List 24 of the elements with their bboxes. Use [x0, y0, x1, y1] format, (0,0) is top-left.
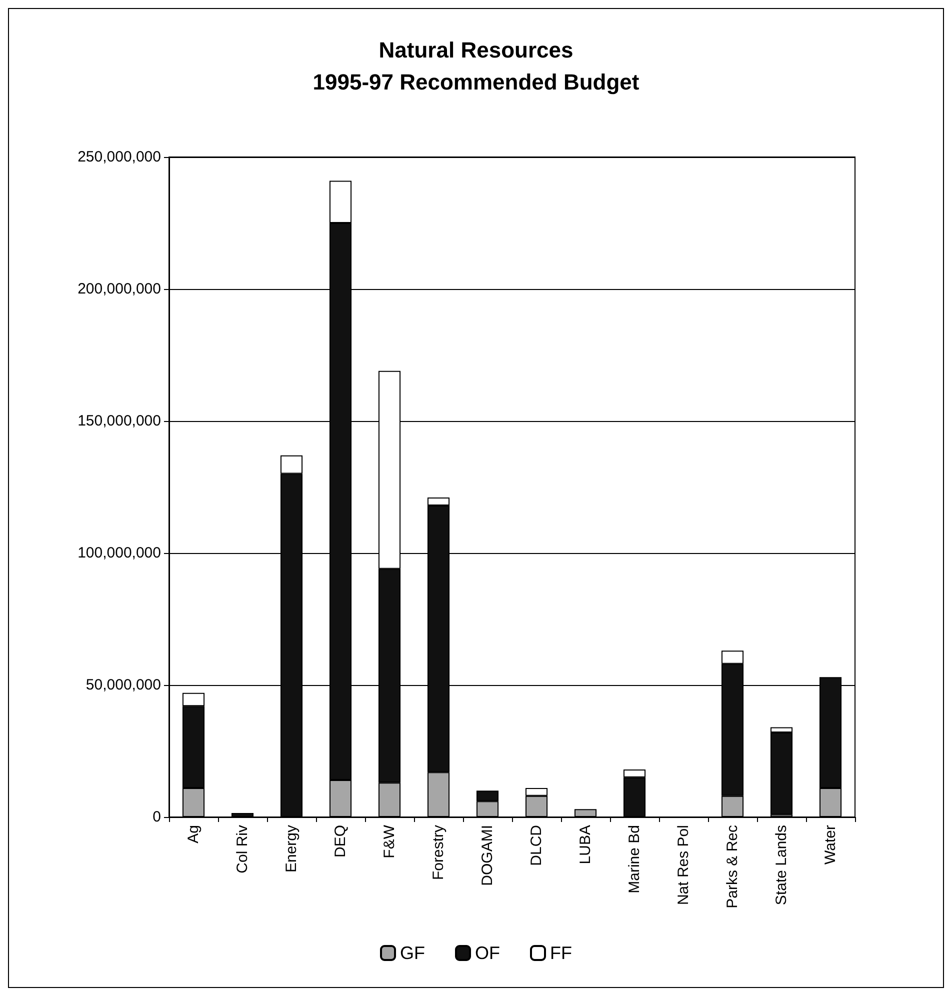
- x-tick-label: State Lands: [773, 825, 790, 906]
- legend-label: FF: [550, 943, 572, 963]
- x-tick-label: Water: [822, 825, 839, 864]
- x-tick-label: Col Riv: [234, 824, 251, 874]
- legend-label: GF: [400, 943, 426, 963]
- y-tick-label: 0: [152, 808, 161, 826]
- x-tick-label: Parks & Rec: [724, 824, 741, 908]
- x-tick-label: Ag: [185, 825, 202, 844]
- x-tick-label: DLCD: [528, 824, 545, 866]
- x-tick-label: DEQ: [332, 825, 349, 858]
- x-tick-label: Forestry: [430, 824, 447, 880]
- x-tick-label: Marine Bd: [626, 825, 643, 894]
- x-tick-label: DOGAMI: [479, 825, 496, 886]
- x-tick-label: F&W: [381, 824, 398, 858]
- y-tick-label: 250,000,000: [78, 148, 161, 166]
- legend-label: OF: [475, 943, 500, 963]
- y-tick-label: 200,000,000: [78, 280, 161, 298]
- x-tick-label: Energy: [283, 824, 300, 873]
- chart-title: Natural Resources 1995-97 Recommended Budget: [312, 38, 640, 94]
- y-tick-label: 50,000,000: [86, 676, 161, 694]
- x-tick-label: Nat Res Pol: [675, 825, 692, 906]
- y-tick-label: 100,000,000: [78, 544, 161, 562]
- x-tick-label: LUBA: [577, 825, 594, 864]
- y-tick-label: 150,000,000: [78, 412, 161, 430]
